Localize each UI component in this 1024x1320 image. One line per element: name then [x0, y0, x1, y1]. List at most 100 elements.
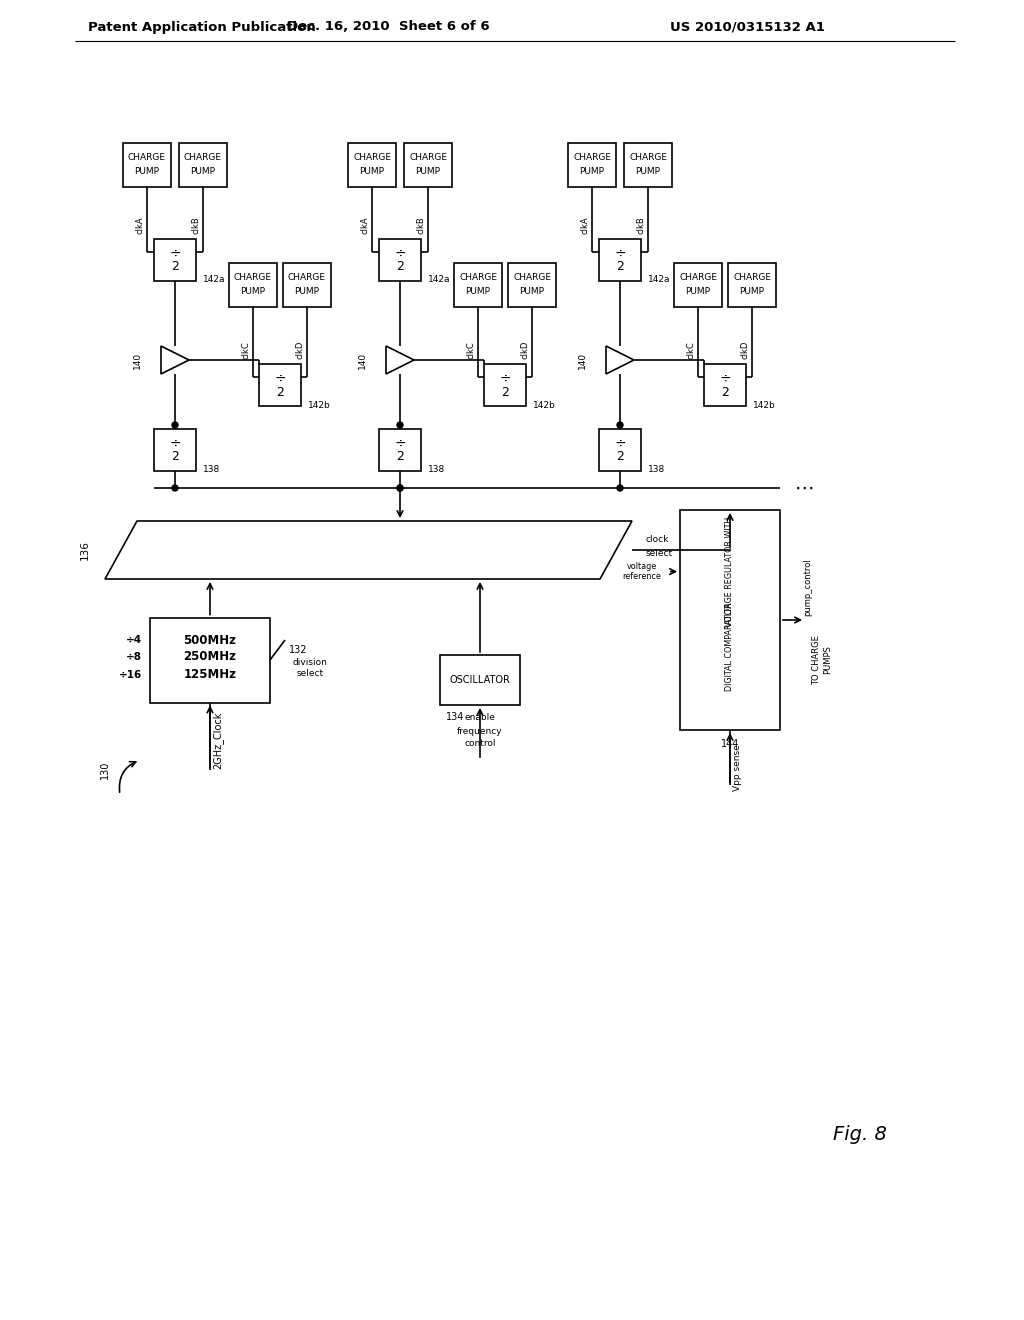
Bar: [123, 143, 171, 187]
Text: clkC: clkC: [686, 341, 695, 359]
Text: 250MHz: 250MHz: [183, 651, 237, 664]
Text: CHARGE: CHARGE: [409, 153, 447, 161]
Text: control: control: [464, 738, 496, 747]
Text: CHARGE: CHARGE: [679, 272, 717, 281]
Bar: [259, 364, 301, 407]
Text: PUMP: PUMP: [416, 168, 440, 177]
Text: clkD: clkD: [296, 341, 304, 359]
Text: PUMP: PUMP: [519, 288, 545, 297]
Text: ÷: ÷: [169, 437, 181, 451]
Text: 2GHz_Clock: 2GHz_Clock: [213, 711, 223, 768]
Text: 142a: 142a: [648, 276, 671, 285]
Text: ÷: ÷: [614, 247, 626, 261]
Bar: [379, 429, 421, 471]
Text: 138: 138: [203, 466, 220, 474]
Text: CHARGE: CHARGE: [513, 272, 551, 281]
Text: Patent Application Publication: Patent Application Publication: [88, 21, 315, 33]
Text: 138: 138: [648, 466, 666, 474]
Text: 140: 140: [578, 351, 587, 368]
Text: ÷: ÷: [394, 247, 406, 261]
Text: PUMP: PUMP: [580, 168, 604, 177]
Text: 144: 144: [721, 739, 739, 748]
Bar: [404, 143, 452, 187]
Text: 134: 134: [445, 711, 464, 722]
Text: ÷: ÷: [719, 372, 731, 385]
Text: Fig. 8: Fig. 8: [834, 1126, 887, 1144]
Text: division
select: division select: [293, 659, 328, 677]
Text: CHARGE: CHARGE: [733, 272, 771, 281]
Text: 2: 2: [276, 385, 284, 399]
Text: enable: enable: [465, 713, 496, 722]
Text: 2: 2: [501, 385, 509, 399]
Text: TO CHARGE
PUMPS: TO CHARGE PUMPS: [812, 635, 831, 685]
Bar: [508, 263, 556, 308]
Text: clkA: clkA: [135, 216, 144, 234]
Text: CHARGE: CHARGE: [234, 272, 272, 281]
Circle shape: [172, 422, 178, 428]
Text: PUMP: PUMP: [295, 288, 319, 297]
Text: 2: 2: [396, 260, 403, 273]
Bar: [728, 263, 776, 308]
Text: 2: 2: [616, 450, 624, 463]
Text: 142a: 142a: [428, 276, 451, 285]
Text: select: select: [646, 549, 673, 558]
Text: CHARGE: CHARGE: [128, 153, 166, 161]
Bar: [624, 143, 672, 187]
Text: PUMP: PUMP: [739, 288, 765, 297]
Text: ÷: ÷: [499, 372, 511, 385]
Text: clkC: clkC: [467, 341, 475, 359]
Text: clkB: clkB: [417, 216, 426, 234]
Text: 2: 2: [616, 260, 624, 273]
Text: 142b: 142b: [308, 400, 331, 409]
Text: CHARGE: CHARGE: [184, 153, 222, 161]
Text: 130: 130: [100, 760, 110, 779]
Text: 125MHz: 125MHz: [183, 668, 237, 681]
Text: clkB: clkB: [637, 216, 645, 234]
Text: ÷: ÷: [274, 372, 286, 385]
Text: clkD: clkD: [740, 341, 750, 359]
Text: ÷4: ÷4: [126, 635, 142, 645]
Text: CHARGE: CHARGE: [288, 272, 326, 281]
Text: clkC: clkC: [242, 341, 251, 359]
Bar: [680, 510, 780, 730]
Circle shape: [397, 484, 403, 491]
Text: 2: 2: [171, 260, 179, 273]
Bar: [568, 143, 616, 187]
Text: Vpp sense: Vpp sense: [733, 744, 742, 792]
Text: voltage
reference: voltage reference: [623, 562, 662, 581]
Bar: [179, 143, 227, 187]
Text: clkA: clkA: [581, 216, 590, 234]
Text: 140: 140: [357, 351, 367, 368]
Text: VOLTAGE REGULATOR WITH: VOLTAGE REGULATOR WITH: [725, 516, 734, 627]
Text: PUMP: PUMP: [685, 288, 711, 297]
Text: ⋯: ⋯: [795, 479, 814, 498]
Text: US 2010/0315132 A1: US 2010/0315132 A1: [670, 21, 825, 33]
Text: 142a: 142a: [203, 276, 225, 285]
Text: ÷8: ÷8: [126, 652, 142, 663]
Text: 500MHz: 500MHz: [183, 634, 237, 647]
Text: 132: 132: [289, 645, 307, 655]
Text: CHARGE: CHARGE: [459, 272, 497, 281]
Text: ÷16: ÷16: [119, 671, 142, 680]
Circle shape: [397, 422, 403, 428]
Text: 2: 2: [721, 385, 729, 399]
Bar: [440, 655, 520, 705]
Text: CHARGE: CHARGE: [573, 153, 611, 161]
Bar: [484, 364, 526, 407]
Text: OSCILLATOR: OSCILLATOR: [450, 675, 510, 685]
Text: CHARGE: CHARGE: [629, 153, 667, 161]
Bar: [379, 239, 421, 281]
Circle shape: [397, 484, 403, 491]
Text: CHARGE: CHARGE: [353, 153, 391, 161]
Text: pump_control: pump_control: [804, 558, 812, 616]
Text: ÷: ÷: [394, 437, 406, 451]
Bar: [283, 263, 331, 308]
Circle shape: [172, 484, 178, 491]
Text: clkA: clkA: [360, 216, 370, 234]
Text: ÷: ÷: [169, 247, 181, 261]
Text: clkD: clkD: [520, 341, 529, 359]
Text: 142b: 142b: [753, 400, 776, 409]
Text: PUMP: PUMP: [636, 168, 660, 177]
Text: PUMP: PUMP: [466, 288, 490, 297]
Bar: [150, 618, 270, 702]
